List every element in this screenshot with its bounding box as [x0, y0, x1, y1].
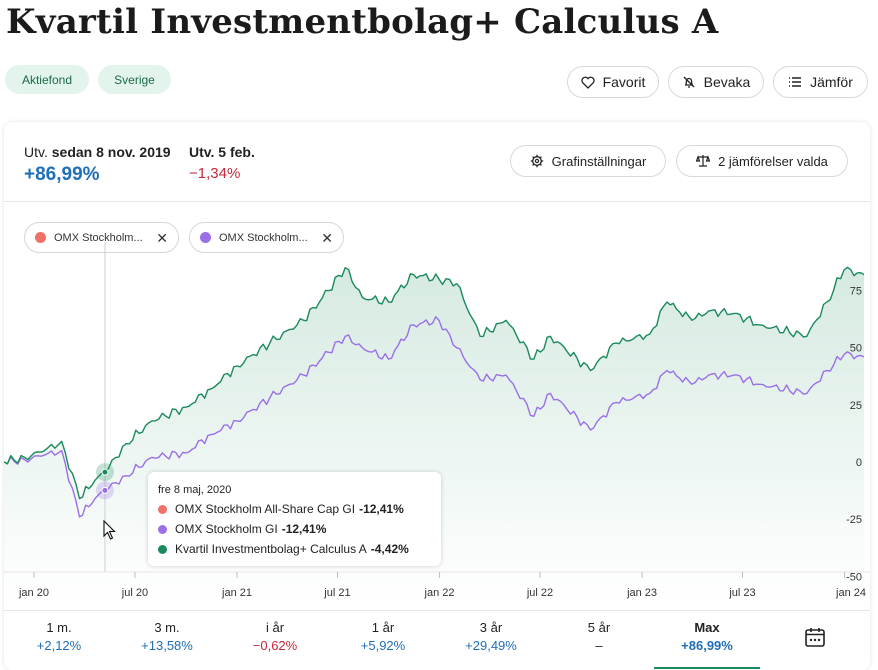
y-tick-label: 75 — [850, 286, 862, 298]
tooltip-row: Kvartil Investmentbolag+ Calculus A -4,4… — [158, 542, 409, 556]
series-color-dot — [158, 504, 167, 514]
tooltip-series-value: -12,41% — [359, 502, 404, 516]
y-tick-label: -50 — [846, 571, 862, 583]
comparisons-label: 2 jämförelser valda — [718, 153, 828, 169]
close-icon[interactable]: ✕ — [156, 229, 168, 246]
period-value: +13,58% — [141, 638, 193, 653]
period-value: +2,12% — [36, 638, 82, 653]
comparisons-button[interactable]: 2 jämförelser valda — [676, 145, 848, 177]
period-label: i år — [265, 620, 285, 635]
period-label: 3 m. — [154, 620, 180, 635]
watch-label: Bevaka — [703, 74, 751, 90]
period-tab[interactable]: 5 år – — [546, 618, 652, 664]
series-line-fund[interactable] — [4, 266, 865, 500]
comparison-chip-2[interactable]: OMX Stockholm... ✕ — [189, 222, 344, 253]
period-value: +29,49% — [465, 638, 517, 653]
period-tab[interactable]: 1 år +5,92% — [330, 618, 436, 664]
divider — [4, 610, 870, 611]
heart-icon — [580, 76, 595, 89]
tooltip-series-value: -4,42% — [370, 542, 409, 556]
chart-tooltip: fre 8 maj, 2020 OMX Stockholm All-Share … — [148, 472, 441, 566]
chart-settings-button[interactable]: Grafinställningar — [510, 145, 666, 177]
compare-label: Jämför — [810, 74, 853, 90]
watch-button[interactable]: Bevaka — [668, 66, 764, 98]
divider — [4, 201, 870, 202]
tag-aktiefond[interactable]: Aktiefond — [5, 65, 89, 94]
since-value: +86,99% — [24, 164, 100, 185]
period-label: 3 år — [479, 620, 503, 635]
period-value: −0,62% — [252, 638, 298, 653]
tooltip-series-name: OMX Stockholm All-Share Cap GI — [175, 502, 356, 516]
page-title: Kvartil Investmentbolag+ Calculus A — [6, 2, 719, 42]
x-tick-label: jan 21 — [221, 587, 252, 599]
x-tick-label: jan 23 — [626, 587, 657, 599]
tag-sverige[interactable]: Sverige — [98, 65, 171, 94]
tooltip-date: fre 8 maj, 2020 — [158, 484, 232, 496]
scale-icon — [696, 155, 711, 167]
period-label: 1 år — [371, 620, 395, 635]
period-tab[interactable]: i år −0,62% — [222, 618, 328, 664]
tooltip-series-name: Kvartil Investmentbolag+ Calculus A — [175, 542, 367, 556]
chart-card: Utv. sedan 8 nov. 2019 +86,99% Utv. 5 fe… — [4, 122, 870, 670]
comparison-chip-1[interactable]: OMX Stockholm... ✕ — [24, 222, 179, 253]
period-tab[interactable]: 3 år +29,49% — [438, 618, 544, 664]
series-color-dot — [158, 544, 167, 554]
y-tick-label: -25 — [846, 514, 862, 526]
close-icon[interactable]: ✕ — [321, 229, 333, 246]
calendar-icon[interactable] — [804, 626, 826, 648]
period-tab[interactable]: 3 m. +13,58% — [114, 618, 220, 664]
gear-icon — [530, 154, 543, 168]
x-tick-label: jan 22 — [424, 587, 455, 599]
series-color-dot — [35, 232, 46, 243]
day-value: −1,34% — [189, 165, 241, 182]
x-tick-label: jul 20 — [121, 587, 148, 599]
period-tab[interactable]: 1 m. +2,12% — [6, 618, 112, 664]
period-value: +5,92% — [360, 638, 406, 653]
y-tick-label: 25 — [850, 400, 862, 412]
period-label: Max — [694, 620, 720, 635]
bell-slash-icon — [683, 76, 695, 88]
crosshair-point-index — [101, 486, 109, 494]
period-value: +86,99% — [681, 638, 733, 653]
favorite-label: Favorit — [602, 74, 646, 90]
mouse-cursor-icon — [103, 520, 116, 540]
period-tab[interactable]: Max +86,99% — [654, 618, 760, 669]
x-tick-label: jan 24 — [835, 587, 866, 599]
compare-button[interactable]: Jämför — [773, 66, 868, 98]
tooltip-row: OMX Stockholm All-Share Cap GI -12,41% — [158, 502, 404, 516]
since-label: Utv. sedan 8 nov. 2019 — [24, 144, 171, 160]
tooltip-series-value: -12,41% — [281, 522, 327, 536]
chart-settings-label: Grafinställningar — [551, 153, 647, 169]
tooltip-row: OMX Stockholm GI -12,41% — [158, 522, 326, 536]
series-color-dot — [158, 524, 167, 534]
day-label: Utv. 5 feb. — [189, 144, 255, 160]
comparison-chip-label: OMX Stockholm... — [219, 231, 308, 244]
tooltip-series-name: OMX Stockholm GI — [175, 522, 278, 536]
x-tick-label: jul 21 — [323, 587, 350, 599]
x-tick-label: jul 23 — [728, 587, 755, 599]
comparison-chip-label: OMX Stockholm... — [54, 231, 143, 244]
series-color-dot — [200, 232, 211, 243]
x-tick-label: jan 20 — [18, 587, 49, 599]
crosshair-point-fund — [101, 468, 109, 476]
period-label: 5 år — [587, 620, 611, 635]
x-tick-label: jul 22 — [526, 587, 553, 599]
y-tick-label: 50 — [850, 343, 862, 355]
period-value: – — [595, 638, 603, 653]
favorite-button[interactable]: Favorit — [567, 66, 659, 98]
list-icon — [789, 77, 802, 87]
period-label: 1 m. — [46, 620, 72, 635]
y-tick-label: 0 — [856, 457, 862, 469]
series-line-omx-stockholm-gi[interactable] — [4, 316, 865, 518]
